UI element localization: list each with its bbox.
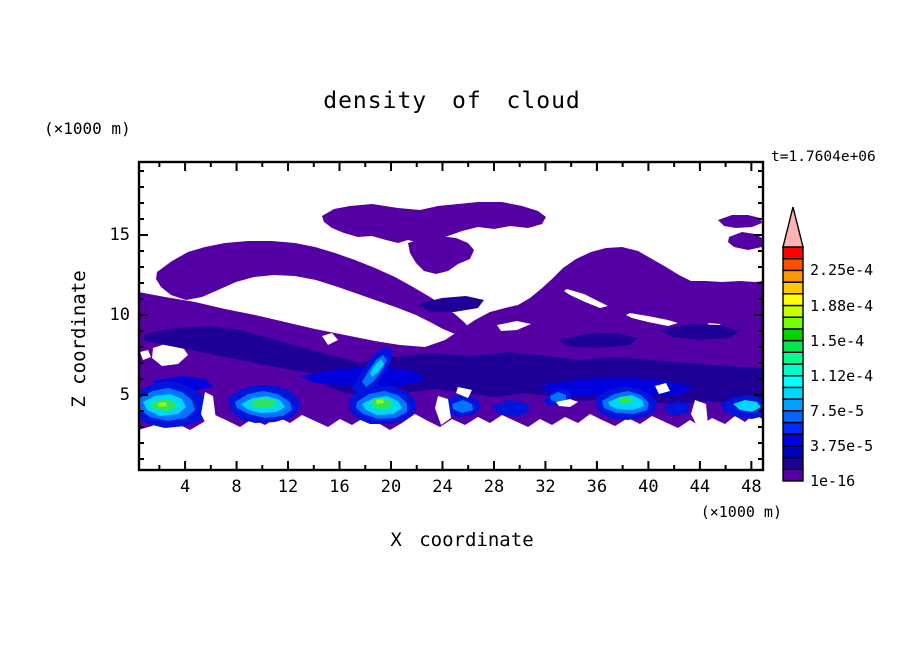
x-tick-label: 44 [689,477,711,497]
hole [564,289,608,308]
colorbar-cell [782,410,804,424]
hole [152,343,188,366]
cell-f-core [618,396,634,404]
wedge [456,387,472,398]
x-tick-label: 16 [329,477,350,497]
x-tick-label: 12 [277,477,299,497]
colorbar-label: 1.88e-4 [810,296,874,315]
colorbar-label: 3.75e-5 [810,436,874,455]
colorbar-cell [782,456,804,471]
colorbar-cell [782,339,804,354]
y-tick-label: 5 [119,385,130,405]
y-axis-unit-label: (×1000 m) [44,119,131,138]
x-tick-label: 4 [179,477,191,497]
colorbar-label: 2.25e-4 [810,261,874,280]
wedge [201,392,216,428]
colorbar-label: 1.12e-4 [810,366,874,385]
colorbar-cell [782,351,804,365]
streak [540,377,695,397]
band [558,333,638,348]
clear-air-holes [140,289,722,366]
x-axis-unit-label: (×1000 m) [700,503,782,521]
cell-a-fleck [158,402,167,407]
colorbar-cell [782,445,804,459]
hole [497,321,531,331]
band [660,324,740,340]
x-tick-label: 24 [432,477,453,497]
colorbar-cell [782,433,804,447]
y-tick-label: 15 [109,225,130,245]
colorbar-cell [782,421,804,435]
wedge [556,399,578,407]
x-tick-label: 28 [483,477,505,497]
hole [626,313,678,326]
cell-g-cyan [733,400,761,412]
cell-e-core [550,392,566,402]
colorbar [782,206,804,482]
cloud-fragment-strip [718,215,762,228]
x-tick-label: 20 [380,477,402,497]
base-blue-patch [664,401,690,416]
colorbar-cell [782,246,804,260]
cell-b-core [250,398,277,408]
x-tick-label: 40 [638,477,659,497]
plot-title: density of cloud [323,88,581,114]
colorbar-cell [782,316,804,330]
x-tick-label: 48 [741,477,762,497]
colorbar-cell [782,386,804,400]
cell-c-fleck [376,399,384,404]
convective-cells [139,347,763,428]
x-tick-label: 8 [231,477,242,497]
colorbar-cell [782,468,804,482]
x-axis-title: X coordinate [390,529,534,551]
colorbar-cell [782,258,804,272]
wedge [655,383,670,394]
colorbar-cell [782,293,804,307]
time-annotation: t=1.7604e+06 [771,149,876,165]
colorbar-cell [782,281,804,295]
hole [140,350,151,360]
colorbar-cell [782,328,804,342]
detached-cloud-lobe [408,236,474,274]
plume-core [370,359,384,377]
cloud-tongue [156,241,472,338]
colorbar-label: 1.5e-4 [810,331,865,350]
colorbar-cell [782,269,804,283]
colorbar-label: 7.5e-5 [810,401,865,420]
cloud-fragment-blob [728,232,762,250]
x-tick-label: 36 [586,477,608,497]
cell-c-core [370,398,393,410]
clear-air-wedges [201,383,708,428]
wedge [435,396,451,425]
colorbar-label: 1e-16 [810,472,856,490]
x-tick-label: 32 [535,477,556,497]
colorbar-cell [782,398,804,412]
colorbar-cell [782,375,804,389]
colorbar-over-arrow [782,206,804,248]
base-blue-patch [492,400,530,417]
colorbar-cell [782,304,804,318]
cell-d-core [452,400,473,413]
detached-cloud-top [322,202,546,243]
y-tick-label: 10 [109,305,130,325]
wedge [691,400,708,428]
band [418,296,484,312]
cloud-field [139,202,763,430]
axis-ticks [139,162,763,470]
y-axis-title: Z coordinate [68,270,90,408]
colorbar-cell [782,363,804,377]
hole [322,333,338,345]
